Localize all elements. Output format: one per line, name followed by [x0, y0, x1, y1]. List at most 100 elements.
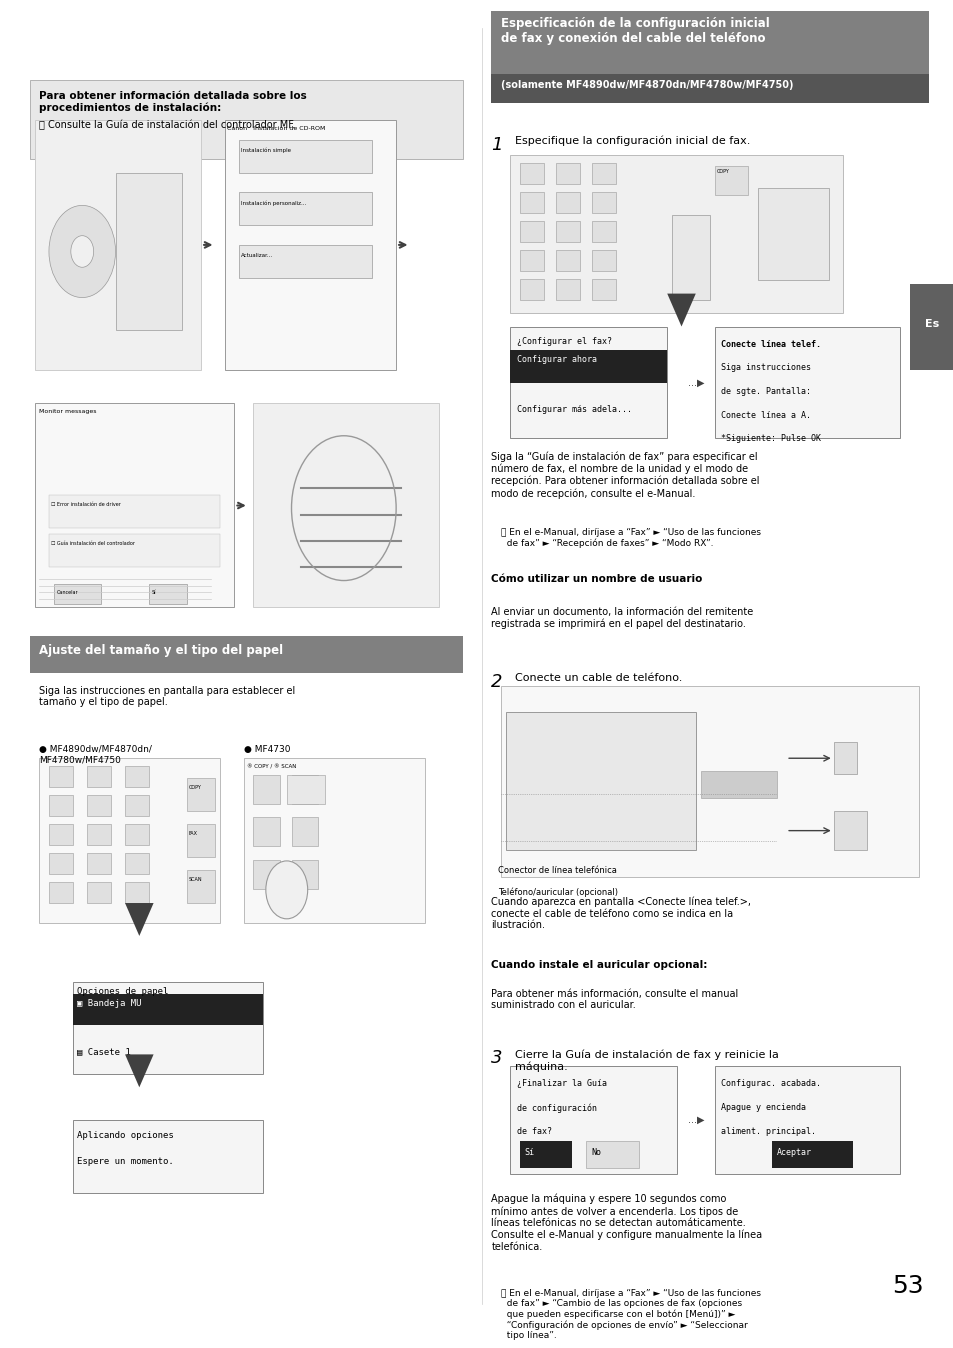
- FancyBboxPatch shape: [556, 279, 579, 301]
- Text: Siga la “Guía de instalación de fax” para especificar el
número de fax, el nombr: Siga la “Guía de instalación de fax” par…: [491, 452, 759, 499]
- FancyBboxPatch shape: [53, 585, 101, 604]
- FancyBboxPatch shape: [72, 993, 263, 1026]
- FancyBboxPatch shape: [592, 193, 616, 213]
- FancyBboxPatch shape: [292, 860, 317, 888]
- Circle shape: [71, 236, 93, 267]
- FancyBboxPatch shape: [500, 686, 919, 876]
- FancyBboxPatch shape: [49, 853, 72, 874]
- FancyBboxPatch shape: [239, 245, 372, 278]
- Text: Apague y encienda: Apague y encienda: [720, 1103, 805, 1112]
- Text: *Siguiente: Pulse OK: *Siguiente: Pulse OK: [720, 434, 821, 443]
- FancyBboxPatch shape: [833, 743, 857, 774]
- FancyBboxPatch shape: [49, 495, 220, 528]
- FancyBboxPatch shape: [714, 326, 900, 438]
- Text: Para obtener más información, consulte el manual
suministrado con el auricular.: Para obtener más información, consulte e…: [491, 988, 738, 1010]
- Text: Sí: Sí: [524, 1148, 534, 1157]
- Text: ⓘ Consulte la Guía de instalación del controlador MF.: ⓘ Consulte la Guía de instalación del co…: [39, 120, 295, 131]
- FancyBboxPatch shape: [115, 173, 182, 330]
- FancyBboxPatch shape: [909, 284, 952, 369]
- FancyBboxPatch shape: [592, 221, 616, 243]
- Text: Configurac. acabada.: Configurac. acabada.: [720, 1080, 821, 1088]
- Text: (solamente MF4890dw/MF4870dn/MF4780w/MF4750): (solamente MF4890dw/MF4870dn/MF4780w/MF4…: [500, 81, 793, 90]
- Text: Siga las instrucciones en pantalla para establecer el
tamaño y el tipo de papel.: Siga las instrucciones en pantalla para …: [39, 686, 295, 708]
- FancyBboxPatch shape: [292, 817, 317, 847]
- FancyBboxPatch shape: [253, 403, 438, 607]
- FancyBboxPatch shape: [239, 193, 372, 225]
- Text: Es: Es: [923, 319, 938, 329]
- Text: Monitor messages: Monitor messages: [39, 410, 97, 414]
- Text: aliment. principal.: aliment. principal.: [720, 1127, 816, 1136]
- Text: Configurar más adela...: Configurar más adela...: [517, 406, 631, 414]
- FancyBboxPatch shape: [592, 251, 616, 271]
- Text: 1: 1: [491, 136, 502, 154]
- FancyBboxPatch shape: [714, 166, 747, 195]
- Circle shape: [49, 205, 115, 298]
- FancyBboxPatch shape: [519, 1142, 572, 1167]
- FancyBboxPatch shape: [125, 882, 149, 903]
- Text: Actualizar...: Actualizar...: [241, 253, 273, 257]
- FancyBboxPatch shape: [592, 279, 616, 301]
- Text: ▣ Bandeja MU: ▣ Bandeja MU: [77, 999, 142, 1008]
- Circle shape: [266, 861, 308, 919]
- FancyBboxPatch shape: [49, 824, 72, 845]
- Text: Siga instrucciones: Siga instrucciones: [720, 364, 811, 372]
- FancyBboxPatch shape: [34, 403, 234, 607]
- FancyBboxPatch shape: [49, 795, 72, 816]
- FancyBboxPatch shape: [125, 766, 149, 787]
- Text: Al enviar un documento, la información del remitente
registrada se imprimirá en : Al enviar un documento, la información d…: [491, 607, 753, 630]
- FancyBboxPatch shape: [519, 279, 543, 301]
- FancyBboxPatch shape: [519, 193, 543, 213]
- Text: 2: 2: [491, 673, 502, 690]
- Text: FAX: FAX: [189, 830, 197, 836]
- FancyBboxPatch shape: [87, 795, 111, 816]
- Text: de sgte. Pantalla:: de sgte. Pantalla:: [720, 387, 811, 396]
- FancyBboxPatch shape: [187, 869, 215, 903]
- Text: ● MF4890dw/MF4870dn/
MF4780w/MF4750: ● MF4890dw/MF4870dn/ MF4780w/MF4750: [39, 745, 152, 764]
- Text: ...▶: ...▶: [687, 1115, 703, 1126]
- Text: Conector de línea telefónica: Conector de línea telefónica: [497, 867, 617, 875]
- Text: Cancelar: Cancelar: [56, 590, 78, 594]
- Text: ¿Finalizar la Guía: ¿Finalizar la Guía: [517, 1080, 606, 1088]
- FancyBboxPatch shape: [519, 221, 543, 243]
- Text: ▤ Casete 1: ▤ Casete 1: [77, 1047, 132, 1057]
- FancyBboxPatch shape: [30, 81, 462, 159]
- FancyBboxPatch shape: [72, 1120, 263, 1193]
- Text: Cómo utilizar un nombre de usuario: Cómo utilizar un nombre de usuario: [491, 574, 702, 584]
- Text: de fax?: de fax?: [517, 1127, 552, 1136]
- Text: ☐ Error instalación de driver: ☐ Error instalación de driver: [51, 501, 121, 507]
- FancyBboxPatch shape: [72, 981, 263, 1074]
- FancyBboxPatch shape: [49, 534, 220, 568]
- FancyBboxPatch shape: [225, 120, 395, 369]
- Text: Espere un momento.: Espere un momento.: [77, 1157, 174, 1166]
- FancyBboxPatch shape: [491, 74, 928, 102]
- FancyBboxPatch shape: [30, 636, 462, 673]
- FancyBboxPatch shape: [556, 163, 579, 185]
- Text: Para obtener información detallada sobre los
procedimientos de instalación:: Para obtener información detallada sobre…: [39, 90, 307, 113]
- FancyBboxPatch shape: [125, 795, 149, 816]
- FancyBboxPatch shape: [671, 214, 709, 301]
- Text: Opciones de papel: Opciones de papel: [77, 987, 169, 996]
- Text: ...▶: ...▶: [687, 377, 703, 387]
- Text: Instalación personaliz...: Instalación personaliz...: [241, 200, 306, 206]
- FancyBboxPatch shape: [510, 326, 666, 438]
- FancyBboxPatch shape: [491, 11, 928, 74]
- FancyBboxPatch shape: [125, 824, 149, 845]
- Text: Especifique la configuración inicial de fax.: Especifique la configuración inicial de …: [515, 136, 750, 146]
- Text: No: No: [591, 1148, 600, 1157]
- Polygon shape: [125, 1054, 153, 1088]
- FancyBboxPatch shape: [510, 155, 842, 313]
- Text: Conecte línea telef.: Conecte línea telef.: [720, 340, 821, 349]
- FancyBboxPatch shape: [87, 824, 111, 845]
- FancyBboxPatch shape: [253, 817, 280, 847]
- FancyBboxPatch shape: [714, 1066, 900, 1174]
- Text: 3: 3: [491, 1049, 502, 1068]
- Text: Configurar ahora: Configurar ahora: [517, 356, 597, 364]
- Text: ● MF4730: ● MF4730: [244, 745, 290, 754]
- Text: Cuando instale el auricular opcional:: Cuando instale el auricular opcional:: [491, 960, 707, 969]
- FancyBboxPatch shape: [519, 163, 543, 185]
- Text: ⓘ En el e-Manual, diríjase a “Fax” ► “Uso de las funciones
  de fax” ► “Recepció: ⓘ En el e-Manual, diríjase a “Fax” ► “Us…: [500, 528, 760, 547]
- FancyBboxPatch shape: [556, 221, 579, 243]
- Text: Aceptar: Aceptar: [776, 1148, 811, 1157]
- FancyBboxPatch shape: [700, 771, 776, 798]
- Text: SCAN: SCAN: [189, 876, 202, 882]
